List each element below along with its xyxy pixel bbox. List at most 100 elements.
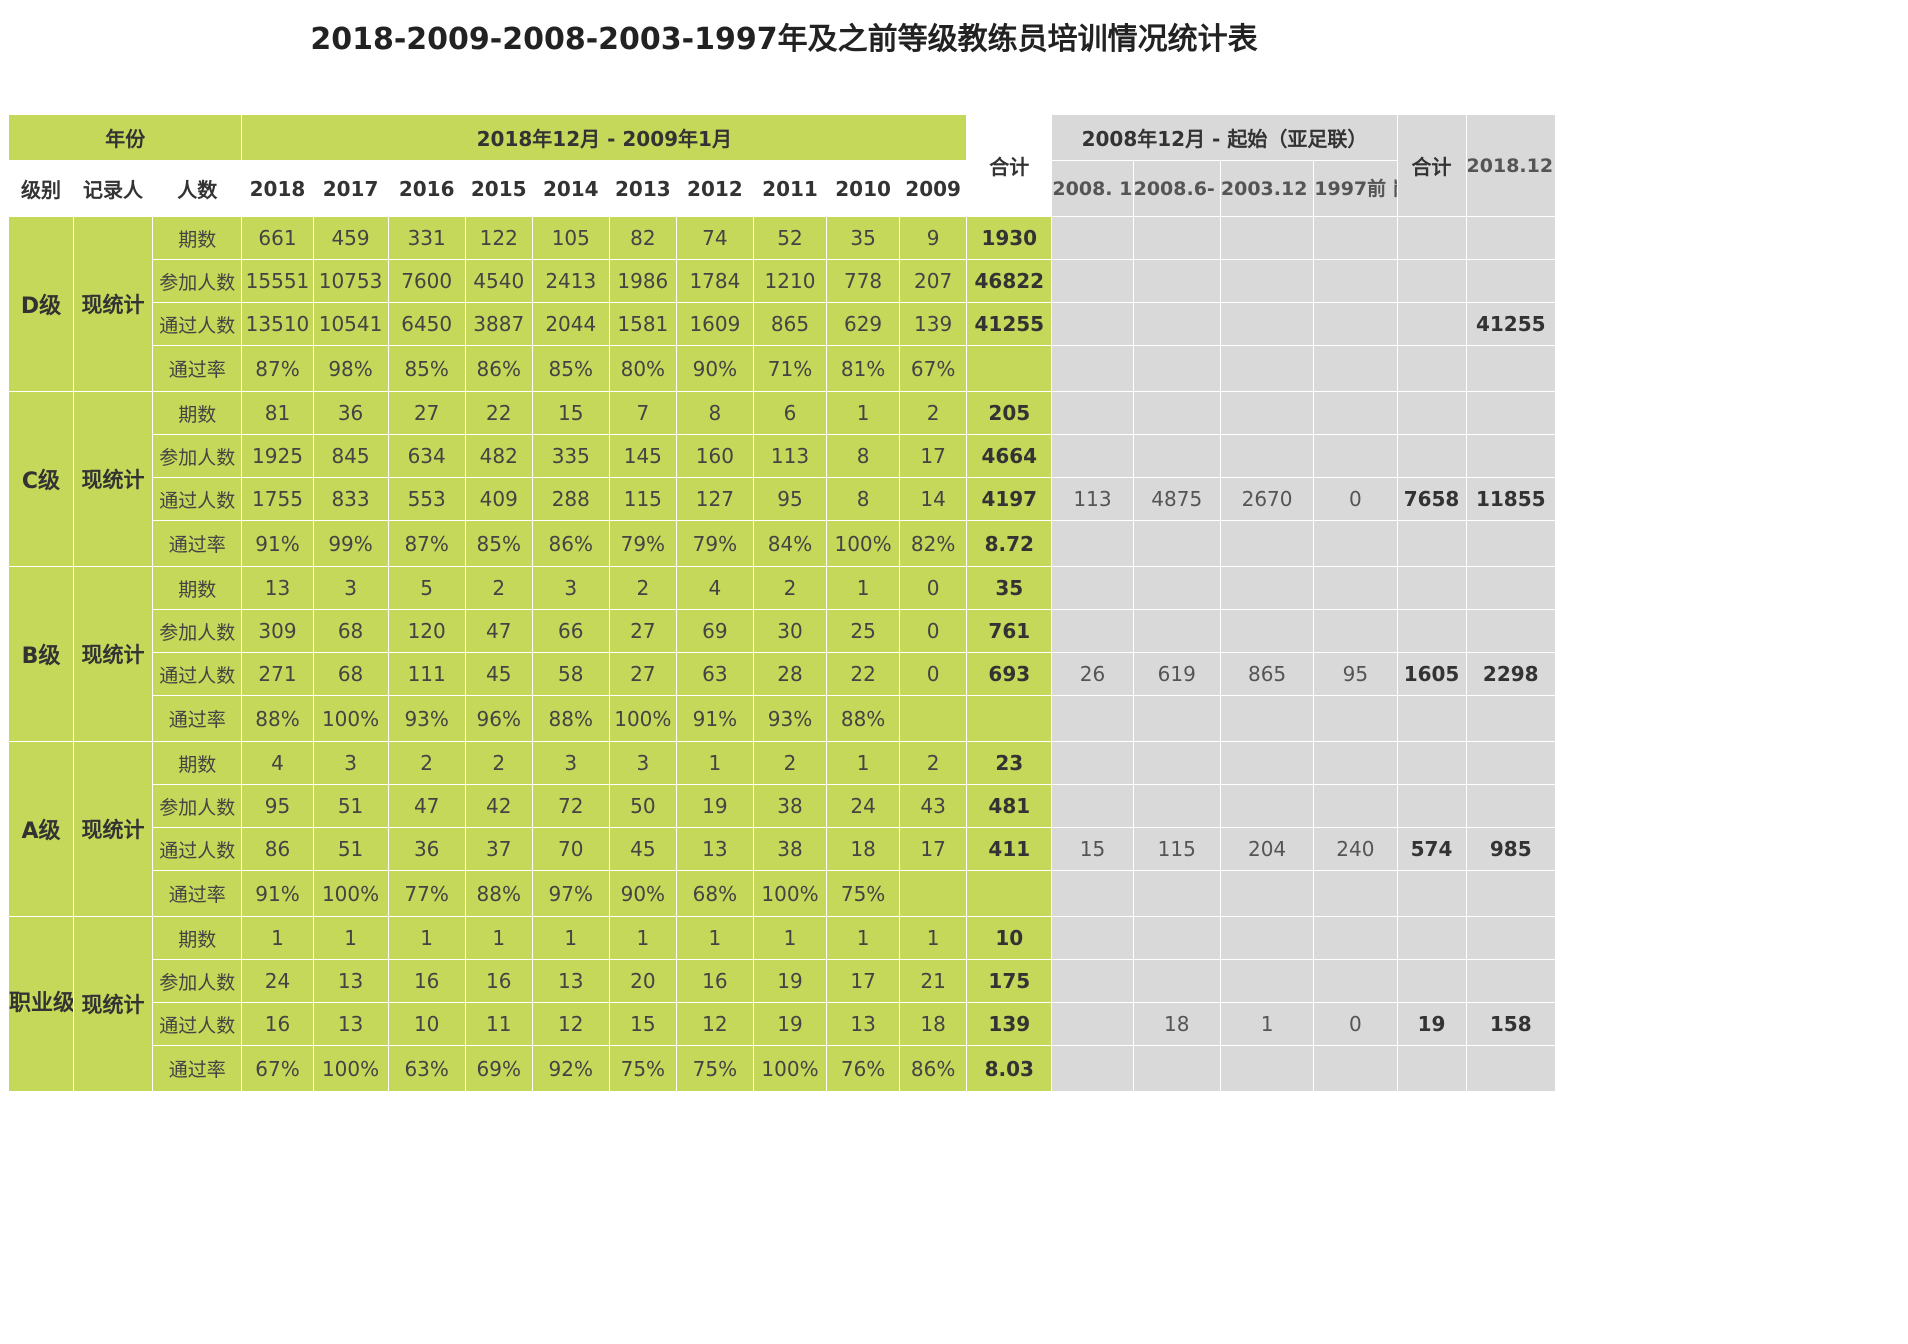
value-cell: 12 xyxy=(675,1002,754,1046)
recorder-cell: 现统计 xyxy=(72,741,154,917)
value-cell: 28 xyxy=(752,652,828,696)
hist-value-cell: 0 xyxy=(1313,477,1398,521)
value-cell: 24 xyxy=(826,784,901,828)
total-cell: 46822 xyxy=(966,259,1053,303)
row-label: 通过人数 xyxy=(152,652,243,696)
value-cell: 3 xyxy=(531,741,610,785)
value-cell: 67% xyxy=(241,1045,314,1092)
value-cell: 24 xyxy=(241,959,314,1003)
value-cell: 1609 xyxy=(675,302,754,346)
value-cell: 15 xyxy=(531,391,610,435)
hist-value-cell xyxy=(1313,784,1398,828)
level-cell: C级 xyxy=(8,391,74,567)
total2-cell xyxy=(1396,259,1467,303)
value-cell: 82 xyxy=(608,216,677,260)
row-label: 通过率 xyxy=(152,1045,243,1092)
header-year-col: 2012 xyxy=(675,160,754,217)
header-period-2018-2009: 2018年12月 - 2009年1月 xyxy=(241,114,968,161)
value-cell: 1 xyxy=(387,916,466,960)
value-cell: 14 xyxy=(899,477,968,521)
grand-total-cell xyxy=(1465,1045,1557,1092)
value-cell: 17 xyxy=(899,434,968,478)
value-cell: 8 xyxy=(826,434,901,478)
grand-total-cell xyxy=(1465,345,1557,392)
table-row: 通过人数 16 13 10 11 12 15 12 19 13 18 139 18 1 0 19 158 xyxy=(9,1002,1557,1046)
value-cell: 76% xyxy=(826,1045,901,1092)
table-row: 通过率 67% 100% 63% 69% 92% 75% 75% 100% 76% 86% 8.03 xyxy=(9,1045,1557,1092)
hist-value-cell: 240 xyxy=(1313,827,1398,871)
value-cell: 1 xyxy=(241,916,314,960)
hist-value-cell xyxy=(1219,1045,1315,1092)
grand-total-cell xyxy=(1465,259,1557,303)
header-year-col: 2013 xyxy=(608,160,677,217)
header-hist-col: 1997前 岗培 xyxy=(1313,160,1398,217)
value-cell: 1581 xyxy=(608,302,677,346)
value-cell: 93% xyxy=(752,695,828,742)
table-row: 参加人数 309 68 120 47 66 27 69 30 25 0 761 xyxy=(9,609,1557,653)
grand-total-cell xyxy=(1465,784,1557,828)
hist-value-cell xyxy=(1219,916,1315,960)
total-cell: 10 xyxy=(966,916,1053,960)
total-cell: 139 xyxy=(966,1002,1053,1046)
value-cell: 13 xyxy=(531,959,610,1003)
value-cell: 99% xyxy=(312,520,389,567)
value-cell: 88% xyxy=(241,695,314,742)
value-cell: 72 xyxy=(531,784,610,828)
table-row: 参加人数 1925 845 634 482 335 145 160 113 8 17 4664 xyxy=(9,434,1557,478)
value-cell: 288 xyxy=(531,477,610,521)
table-row: 参加人数 95 51 47 42 72 50 19 38 24 43 481 xyxy=(9,784,1557,828)
grand-total-cell: 2298 xyxy=(1465,652,1557,696)
table-row: 通过人数 271 68 111 45 58 27 63 28 22 0 693 26 619 865 95 16… xyxy=(9,652,1557,696)
total-cell: 8.72 xyxy=(966,520,1053,567)
hist-value-cell xyxy=(1051,259,1134,303)
value-cell: 1 xyxy=(464,916,533,960)
value-cell: 2 xyxy=(608,566,677,610)
hist-value-cell xyxy=(1051,345,1134,392)
header-year-col: 2018 xyxy=(241,160,314,217)
value-cell: 115 xyxy=(608,477,677,521)
recorder-cell: 现统计 xyxy=(72,916,154,1092)
hist-value-cell xyxy=(1219,345,1315,392)
value-cell: 22 xyxy=(826,652,901,696)
value-cell: 207 xyxy=(899,259,968,303)
value-cell: 47 xyxy=(387,784,466,828)
total2-cell xyxy=(1396,345,1467,392)
grand-total-cell xyxy=(1465,434,1557,478)
total2-cell xyxy=(1396,434,1467,478)
hist-value-cell xyxy=(1219,959,1315,1003)
hist-value-cell xyxy=(1313,741,1398,785)
value-cell: 0 xyxy=(899,609,968,653)
total-cell: 205 xyxy=(966,391,1053,435)
value-cell: 1784 xyxy=(675,259,754,303)
value-cell: 18 xyxy=(899,1002,968,1046)
header-total: 合计 xyxy=(966,114,1053,217)
hist-value-cell xyxy=(1219,259,1315,303)
table-row: D级 现统计 期数 661 459 331 122 105 82 74 52 35 9 1930 xyxy=(8,216,1557,392)
total-cell xyxy=(966,695,1053,742)
total2-cell xyxy=(1396,566,1467,610)
recorder-cell: 现统计 xyxy=(72,566,154,742)
header-grand-total: 2018.12 总计 xyxy=(1465,114,1557,217)
hist-value-cell xyxy=(1132,870,1221,917)
total2-cell xyxy=(1396,302,1467,346)
value-cell: 1755 xyxy=(241,477,314,521)
value-cell: 833 xyxy=(312,477,389,521)
hist-value-cell xyxy=(1313,259,1398,303)
header-period-2008-start: 2008年12月 - 起始（亚足联） xyxy=(1051,114,1398,161)
hist-value-cell xyxy=(1051,216,1134,260)
total2-cell xyxy=(1396,959,1467,1003)
hist-value-cell xyxy=(1313,695,1398,742)
header-year-col: 2014 xyxy=(531,160,610,217)
value-cell: 13 xyxy=(675,827,754,871)
header-recorder: 记录人 xyxy=(72,160,154,217)
hist-value-cell: 619 xyxy=(1132,652,1221,696)
total-cell: 761 xyxy=(966,609,1053,653)
value-cell: 81% xyxy=(826,345,901,392)
row-label: 期数 xyxy=(152,216,243,260)
table-row: 参加人数 24 13 16 16 13 20 16 19 17 21 175 xyxy=(9,959,1557,1003)
value-cell: 70 xyxy=(531,827,610,871)
value-cell: 37 xyxy=(464,827,533,871)
value-cell: 122 xyxy=(464,216,533,260)
value-cell: 1 xyxy=(899,916,968,960)
value-cell: 25 xyxy=(826,609,901,653)
